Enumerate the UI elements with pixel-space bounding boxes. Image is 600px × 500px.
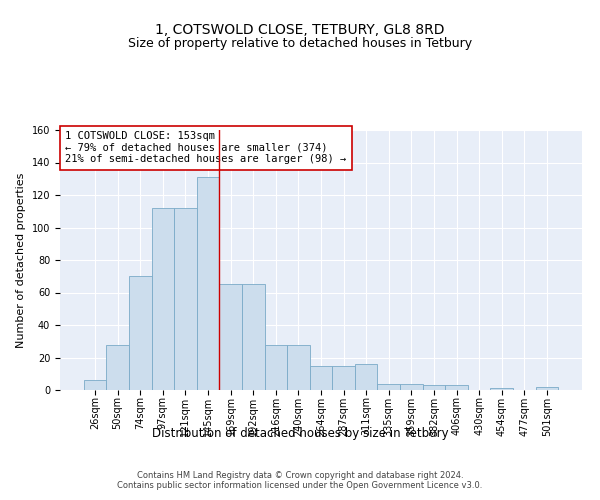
Bar (422, 385, 445, 390)
Bar (490, 388, 513, 390)
Text: 1 COTSWOLD CLOSE: 153sqm
← 79% of detached houses are smaller (374)
21% of semi-: 1 COTSWOLD CLOSE: 153sqm ← 79% of detach… (65, 132, 346, 164)
Bar (152, 208, 174, 390)
Bar (332, 366, 355, 390)
Bar (400, 384, 422, 390)
Bar (355, 364, 377, 390)
Bar (197, 177, 220, 390)
Text: Size of property relative to detached houses in Tetbury: Size of property relative to detached ho… (128, 38, 472, 51)
Bar (377, 384, 400, 390)
Text: Contains HM Land Registry data © Crown copyright and database right 2024.
Contai: Contains HM Land Registry data © Crown c… (118, 470, 482, 490)
Bar (445, 385, 468, 390)
Bar (106, 344, 129, 390)
Text: Distribution of detached houses by size in Tetbury: Distribution of detached houses by size … (152, 428, 448, 440)
Bar (310, 366, 332, 390)
Bar (536, 387, 558, 390)
Bar (174, 208, 197, 390)
Bar (242, 284, 265, 390)
Bar (129, 276, 152, 390)
Bar (265, 344, 287, 390)
Bar (220, 284, 242, 390)
Bar (287, 344, 310, 390)
Text: 1, COTSWOLD CLOSE, TETBURY, GL8 8RD: 1, COTSWOLD CLOSE, TETBURY, GL8 8RD (155, 22, 445, 36)
Bar (84, 380, 106, 390)
Y-axis label: Number of detached properties: Number of detached properties (16, 172, 26, 348)
